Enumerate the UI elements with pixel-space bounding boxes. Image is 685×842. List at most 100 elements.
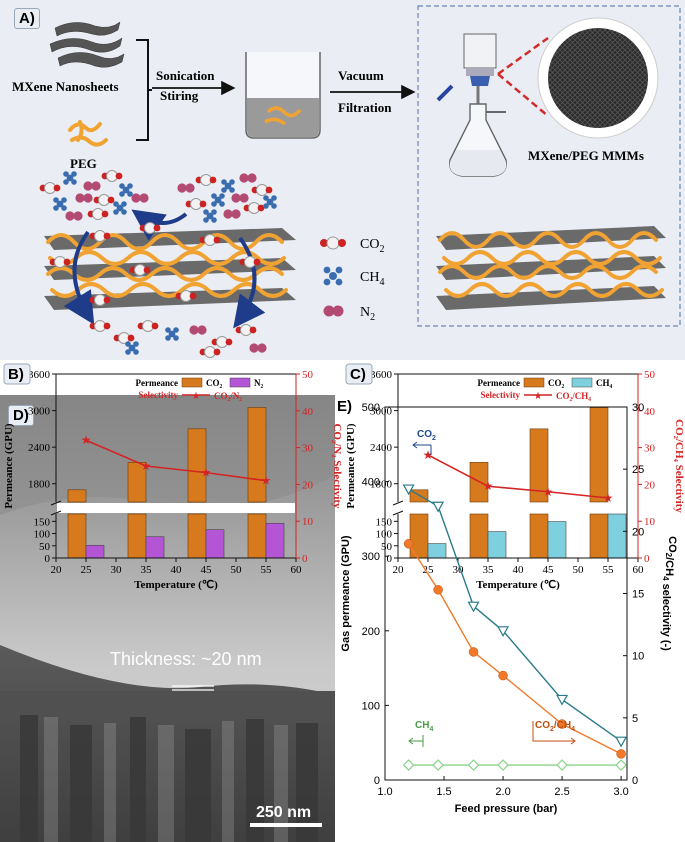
annotation-part: CO [535, 720, 550, 731]
selectivity-point: ★ [543, 485, 554, 499]
y2-title-part: CO [666, 536, 678, 553]
membrane-frame [417, 5, 681, 327]
legend-selectivity: Selectivity [139, 390, 179, 400]
annotation-part: /CH [554, 720, 571, 731]
panel-label-bg [345, 363, 373, 385]
step2-filtration: Filtration [338, 100, 392, 115]
membrane-cross-section-right [436, 226, 666, 310]
bar-co2-lower [247, 513, 267, 559]
y-tick-label: 0 [45, 553, 51, 565]
y-tick-label: 100 [362, 700, 380, 712]
x-tick-label: 3.0 [613, 786, 628, 798]
y2-title-part: /CH [663, 557, 675, 576]
panel-label-bg [3, 363, 31, 385]
selectivity-point: ★ [201, 466, 212, 480]
x-axis-title: Temperature (℃) [134, 579, 218, 591]
legend-series-2: N₂ [254, 378, 263, 388]
y-tick-label: 150 [34, 516, 51, 528]
ch4-point [432, 759, 444, 771]
selectivity-line [408, 543, 622, 755]
x-tick-label: 20 [51, 564, 63, 576]
arrow-ch4-left [408, 735, 424, 747]
y2-axis-title: CO2/CH4 selectivity (-) [660, 536, 678, 651]
y-tick-label: 200 [362, 626, 380, 638]
legend-swatch-1 [181, 377, 203, 388]
scale-bar-label: 250 nm [256, 804, 311, 821]
legend-star: ★ [534, 391, 543, 402]
bar-n2 [145, 536, 165, 559]
x-tick-label: 60 [291, 564, 303, 576]
step2-vacuum: Vacuum [338, 68, 384, 83]
peg-icon [68, 120, 108, 147]
legend-swatch-2 [229, 377, 251, 388]
y-tick-label: 0 [374, 775, 380, 787]
legend-selectivity: Selectivity [481, 390, 521, 400]
x-tick-label: 60 [633, 564, 645, 576]
arrow-selectivity-right [532, 721, 576, 745]
selectivity-line [85, 439, 267, 482]
y2-tick-label: 20 [644, 479, 656, 491]
selectivity-point: ★ [603, 491, 614, 505]
y2-axis-title: CO₂/N₂ Selectivity [331, 423, 342, 509]
y2-tick-label: 20 [632, 526, 644, 538]
y-tick-label: 0 [387, 553, 393, 565]
legend-permeance: Permeance [136, 378, 178, 388]
y-axis-title: Permeance (GPU) [3, 423, 15, 509]
bar-n2 [85, 544, 105, 559]
x-tick-label: 25 [81, 564, 93, 576]
bar-co2-upper [529, 428, 549, 503]
annotation-part: 4 [429, 726, 433, 733]
y2-tick-label: 25 [632, 464, 644, 476]
y2-tick-label: 40 [302, 406, 314, 418]
y2-tick-label: 10 [632, 651, 644, 663]
co2-point [615, 736, 628, 748]
annotation-part: CH [415, 720, 429, 731]
y2-title-part: selectivity (-) [660, 581, 672, 652]
x-tick-label: 40 [171, 564, 183, 576]
ch4-point [556, 759, 568, 771]
panel-label: B) [3, 363, 31, 385]
annotation-selectivity: CO2/CH4 [535, 720, 575, 733]
legend-series-1: CO₂ [548, 378, 565, 388]
y-tick-label: 2400 [28, 442, 51, 454]
annotation-part: 2 [432, 435, 436, 442]
transport-arrows [63, 209, 266, 329]
bar-co2-upper [67, 489, 87, 503]
legend-series-3: CO₂/CH₄ [556, 391, 591, 401]
step1-sonication: Sonication [156, 68, 215, 83]
selectivity-point [616, 749, 626, 759]
selectivity-point [468, 647, 479, 657]
x-tick-label: 2.0 [495, 786, 510, 798]
x-tick-label: 35 [141, 564, 153, 576]
bar-co2-lower [187, 513, 207, 559]
y-tick-label: 50 [381, 541, 393, 553]
x-tick-label: 20 [393, 564, 405, 576]
y-tick-label: 3600 [28, 369, 51, 381]
legend-swatch-2 [571, 377, 593, 388]
ch4-point [497, 759, 509, 771]
bar-co2-upper [589, 407, 609, 503]
annotation-part: 2 [550, 726, 554, 733]
x-tick-label: 30 [111, 564, 123, 576]
bar-co2-lower [127, 513, 147, 559]
y2-tick-label: 0 [302, 553, 308, 565]
y2-tick-label: 50 [644, 369, 656, 381]
panel-a-illustration: MXene Nanosheets PEG Sonication Stiring … [12, 5, 681, 358]
membrane-label: MXene/PEG MMMs [528, 148, 644, 163]
x-tick-label: 55 [603, 564, 615, 576]
x-tick-label: 1.5 [436, 786, 451, 798]
membrane-disc [548, 28, 648, 128]
legend-n2: N2 [360, 305, 375, 323]
y-tick-label: 150 [376, 516, 393, 528]
panel-label: C) [345, 363, 373, 385]
mxene-nanosheet-icon [49, 21, 125, 68]
co2-point [402, 484, 415, 496]
n2-molecule-icon [323, 305, 344, 317]
panel-d-sem-image: Thickness: ~20 nm 250 nm D) [0, 395, 335, 842]
y-tick-label: 3000 [370, 406, 393, 418]
legend-ch4: CH4 [360, 270, 384, 288]
y2-tick-label: 40 [644, 406, 656, 418]
y2-tick-label: 0 [632, 775, 638, 787]
